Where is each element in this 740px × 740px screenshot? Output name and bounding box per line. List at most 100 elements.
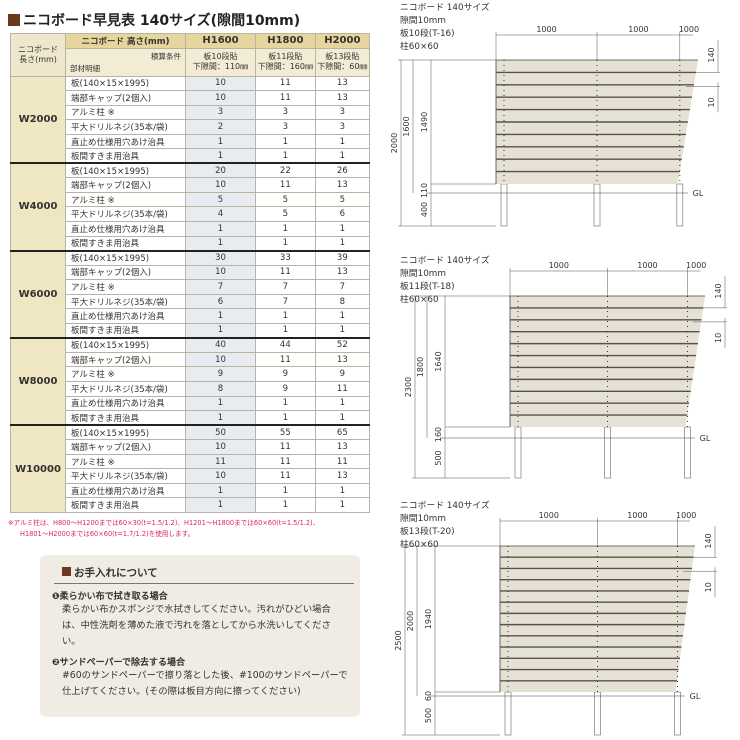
height-label: 1600 (402, 116, 411, 136)
table-row: 端部キャップ(2個入) 10 11 13 (11, 177, 371, 193)
spec-line: 柱60×60 (400, 42, 439, 52)
col-h1800: H1800 (255, 33, 316, 49)
quantity-cell: 6 (314, 206, 371, 223)
part-name: 直止め仕様用穴あけ治具 (65, 482, 186, 499)
quantity-cell: 11 (314, 381, 371, 397)
part-name: 平大ドリルネジ(35本/袋) (65, 381, 186, 397)
quantity-cell: 4 (185, 206, 256, 223)
width-label: W4000 (10, 162, 66, 252)
quantity-cell: 20 (185, 162, 256, 179)
quantity-cell: 11 (185, 453, 256, 470)
post (684, 426, 691, 479)
table-row: 平大ドリルネジ(35本/袋) 10 11 13 (11, 468, 371, 484)
height-label: 1800 (416, 357, 425, 377)
gl-label: GL (693, 189, 704, 198)
quantity-cell: 13 (314, 264, 371, 281)
quantity-cell: 1 (185, 322, 256, 339)
width-label: W10000 (10, 424, 66, 513)
spec-line: ニコボード 140サイズ (400, 3, 490, 13)
quantity-cell: 1 (185, 395, 256, 412)
part-name: 平大ドリルネジ(35本/袋) (65, 119, 186, 135)
post (593, 183, 601, 227)
quantity-cell: 10 (185, 90, 256, 106)
quantity-cell: 65 (314, 424, 371, 441)
quantity-cell: 10 (185, 439, 256, 455)
part-name: 平大ドリルネジ(35本/袋) (65, 206, 186, 223)
table-row: 端部キャップ(2個入) 10 11 13 (11, 351, 371, 368)
panel-label: 1640 (434, 351, 443, 371)
quantity-cell: 52 (314, 336, 371, 353)
quantity-cell: 10 (185, 351, 256, 368)
quantity-cell: 1 (255, 410, 316, 426)
care-title: お手入れについて (54, 565, 354, 584)
embed-label: 400 (420, 202, 429, 217)
cond-h2000: 板13段貼 下隙間：60㎜ (314, 47, 371, 77)
table-row: アルミ柱 ※ 7 7 7 (11, 279, 371, 295)
quantity-cell: 1 (255, 497, 316, 513)
quantity-cell: 1 (185, 221, 256, 237)
quantity-cell: 9 (255, 381, 316, 397)
quantity-cell: 39 (314, 249, 371, 266)
span-label: 1000 (628, 25, 648, 34)
part-name: 板(140×15×1995) (65, 336, 186, 353)
gl-label: GL (690, 692, 701, 701)
spec-line: 板10段(T-16) (400, 29, 455, 39)
quantity-cell: 7 (255, 279, 316, 295)
table-row: 板間すきま用治具 1 1 1 (11, 322, 371, 339)
quantity-cell: 13 (314, 351, 371, 368)
square-bullet-icon (8, 14, 20, 26)
span-label: 1000 (686, 261, 706, 270)
post (504, 691, 512, 736)
table-row: アルミ柱 ※ 3 3 3 (11, 104, 371, 121)
part-name: 端部キャップ(2個入) (65, 177, 186, 193)
quantity-cell: 1 (185, 235, 256, 252)
embed-label: 500 (434, 450, 443, 465)
spec-line: ニコボード 140サイズ (400, 256, 490, 266)
table-row: 平大ドリルネジ(35本/袋) 8 9 11 (11, 381, 371, 397)
gap-label: 10 (704, 582, 713, 592)
quantity-cell: 1 (185, 482, 256, 499)
part-name: 平大ドリルネジ(35本/袋) (65, 293, 186, 310)
post (604, 426, 611, 479)
quantity-cell: 1 (314, 235, 371, 252)
spec-line: 隙間10mm (400, 514, 446, 524)
quantity-cell: 1 (255, 308, 316, 324)
table-row: 板間すきま用治具 1 1 1 (11, 235, 371, 252)
embed-label: 500 (424, 708, 433, 723)
span-label: 1000 (539, 511, 559, 520)
total-label: 2500 (394, 630, 403, 650)
post (594, 691, 601, 736)
col-h1600: H1600 (185, 33, 256, 49)
part-name: 直止め仕様用穴あけ治具 (65, 133, 186, 150)
panel-label: 1940 (424, 609, 433, 629)
table-row: 板間すきま用治具 1 1 1 (11, 497, 371, 513)
height-label: 2000 (406, 611, 415, 631)
total-label: 2000 (390, 133, 399, 153)
span-label: 1000 (549, 261, 569, 270)
width-label: W8000 (10, 336, 66, 426)
board-label: 140 (714, 283, 723, 298)
page-title: ニコボード早見表 140サイズ(隙間10mm) (8, 10, 300, 30)
span-label: 1000 (536, 25, 556, 34)
spec-line: 隙間10mm (400, 269, 446, 279)
quantity-cell: 26 (314, 162, 371, 179)
part-name: 板間すきま用治具 (65, 148, 186, 164)
table-row: 直止め仕様用穴あけ治具 1 1 1 (11, 133, 371, 150)
footnote: ※アルミ柱は、H800〜H1200までは60×30(t=1.5/1.2)、H12… (8, 519, 320, 538)
quantity-cell: 7 (185, 279, 256, 295)
diagram-spec: ニコボード 140サイズ 隙間10mm 板11段(T-18) 柱60×60 (400, 255, 490, 307)
quantity-cell: 55 (255, 424, 316, 441)
quantity-cell: 13 (314, 468, 371, 484)
quantity-cell: 10 (185, 468, 256, 484)
fence-panel (500, 546, 695, 692)
table-row: 直止め仕様用穴あけ治具 1 1 1 (11, 482, 371, 499)
part-name: 板(140×15×1995) (65, 162, 186, 179)
quick-reference-table: ニコボード 長さ(mm) ニコボード 高さ(mm) H1600 H1800 H2… (10, 33, 371, 513)
table-row: 端部キャップ(2個入) 10 11 13 (11, 439, 371, 455)
quantity-cell: 1 (185, 148, 256, 164)
care-step-2-text: #60のサンドペーパーで擦り落とした後、#100のサンドペーパーで仕上げてくださ… (62, 670, 348, 697)
part-name: 板間すきま用治具 (65, 497, 186, 513)
square-bullet-icon (62, 567, 71, 576)
parts-header: 積算条件 部材明細 (65, 47, 186, 77)
quantity-cell: 22 (255, 162, 316, 179)
